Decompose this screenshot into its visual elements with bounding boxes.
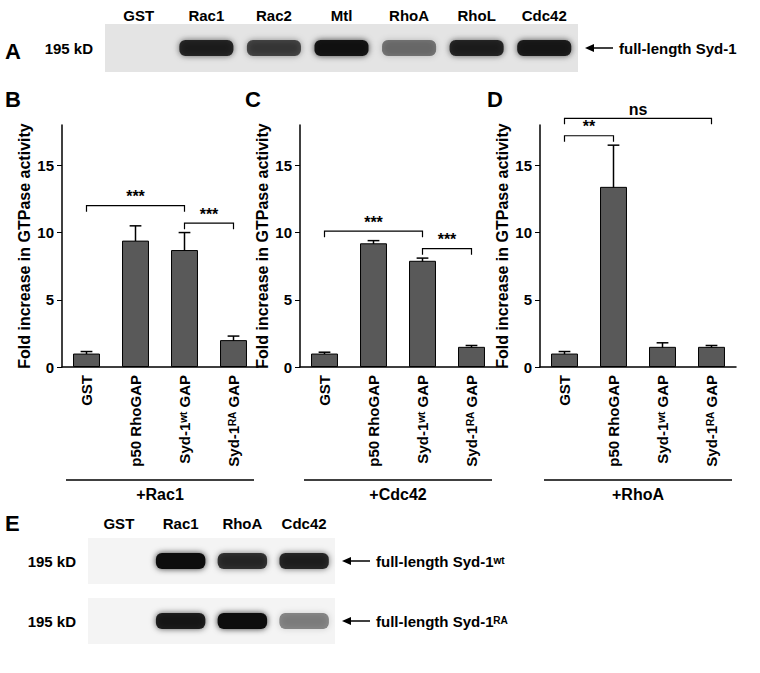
svg-text:10: 10 bbox=[275, 224, 292, 241]
svg-text:Fold increase in GTPase activi: Fold increase in GTPase activity bbox=[494, 123, 511, 369]
svg-text:Syd-1ʷᵗ GAP: Syd-1ʷᵗ GAP bbox=[414, 375, 431, 464]
svg-text:RhoA: RhoA bbox=[222, 515, 262, 532]
svg-text:p50 RhoGAP: p50 RhoGAP bbox=[127, 375, 144, 467]
svg-text:5: 5 bbox=[284, 291, 292, 308]
svg-text:Syd-1ʷᵗ GAP: Syd-1ʷᵗ GAP bbox=[654, 375, 671, 464]
svg-text:195 kD: 195 kD bbox=[45, 40, 94, 57]
svg-text:Mtl: Mtl bbox=[331, 7, 353, 24]
svg-text:***: *** bbox=[364, 214, 383, 231]
svg-text:Syd-1ʷᵗ GAP: Syd-1ʷᵗ GAP bbox=[176, 375, 193, 464]
svg-text:5: 5 bbox=[46, 291, 54, 308]
svg-text:GST: GST bbox=[123, 7, 154, 24]
svg-text:Syd-1ᴿᴬ GAP: Syd-1ᴿᴬ GAP bbox=[225, 375, 242, 467]
svg-text:***: *** bbox=[200, 206, 219, 223]
svg-text:GST: GST bbox=[316, 375, 333, 406]
svg-text:GST: GST bbox=[103, 515, 134, 532]
svg-text:Syd-1ᴿᴬ GAP: Syd-1ᴿᴬ GAP bbox=[463, 375, 480, 467]
svg-text:p50 RhoGAP: p50 RhoGAP bbox=[605, 375, 622, 467]
svg-text:195 kD: 195 kD bbox=[28, 613, 77, 630]
svg-text:10: 10 bbox=[37, 224, 54, 241]
svg-text:E: E bbox=[5, 511, 20, 536]
svg-text:+RhoA: +RhoA bbox=[612, 486, 664, 503]
svg-text:full-length Syd-1ʷᵗ: full-length Syd-1ʷᵗ bbox=[376, 553, 505, 570]
svg-text:Fold increase in GTPase activi: Fold increase in GTPase activity bbox=[16, 123, 33, 369]
svg-text:RhoL: RhoL bbox=[457, 7, 495, 24]
svg-text:Rac2: Rac2 bbox=[256, 7, 292, 24]
svg-text:***: *** bbox=[438, 231, 457, 248]
svg-text:0: 0 bbox=[284, 359, 292, 376]
svg-text:Cdc42: Cdc42 bbox=[522, 7, 567, 24]
svg-text:15: 15 bbox=[515, 157, 532, 174]
svg-text:+Cdc42: +Cdc42 bbox=[369, 486, 426, 503]
svg-text:15: 15 bbox=[275, 157, 292, 174]
svg-text:5: 5 bbox=[524, 291, 532, 308]
svg-text:+Rac1: +Rac1 bbox=[136, 486, 184, 503]
svg-text:Syd-1ᴿᴬ GAP: Syd-1ᴿᴬ GAP bbox=[703, 375, 720, 467]
svg-text:15: 15 bbox=[37, 157, 54, 174]
svg-text:GST: GST bbox=[78, 375, 95, 406]
svg-text:D: D bbox=[487, 87, 503, 112]
svg-text:full-length Syd-1ᴿᴬ: full-length Syd-1ᴿᴬ bbox=[376, 613, 508, 630]
svg-text:Fold increase in GTPase activi: Fold increase in GTPase activity bbox=[254, 123, 271, 369]
svg-text:RhoA: RhoA bbox=[389, 7, 429, 24]
svg-text:p50 RhoGAP: p50 RhoGAP bbox=[365, 375, 382, 467]
svg-text:B: B bbox=[5, 87, 21, 112]
svg-text:GST: GST bbox=[556, 375, 573, 406]
svg-text:10: 10 bbox=[515, 224, 532, 241]
svg-text:ns: ns bbox=[629, 101, 648, 118]
svg-text:0: 0 bbox=[524, 359, 532, 376]
svg-text:**: ** bbox=[583, 118, 596, 135]
svg-text:***: *** bbox=[126, 188, 145, 205]
svg-text:Rac1: Rac1 bbox=[188, 7, 224, 24]
svg-text:Rac1: Rac1 bbox=[163, 515, 199, 532]
svg-text:0: 0 bbox=[46, 359, 54, 376]
svg-text:Cdc42: Cdc42 bbox=[282, 515, 327, 532]
svg-text:195 kD: 195 kD bbox=[28, 553, 77, 570]
svg-text:A: A bbox=[5, 39, 21, 64]
svg-text:full-length Syd-1: full-length Syd-1 bbox=[619, 40, 737, 57]
svg-text:C: C bbox=[245, 87, 261, 112]
